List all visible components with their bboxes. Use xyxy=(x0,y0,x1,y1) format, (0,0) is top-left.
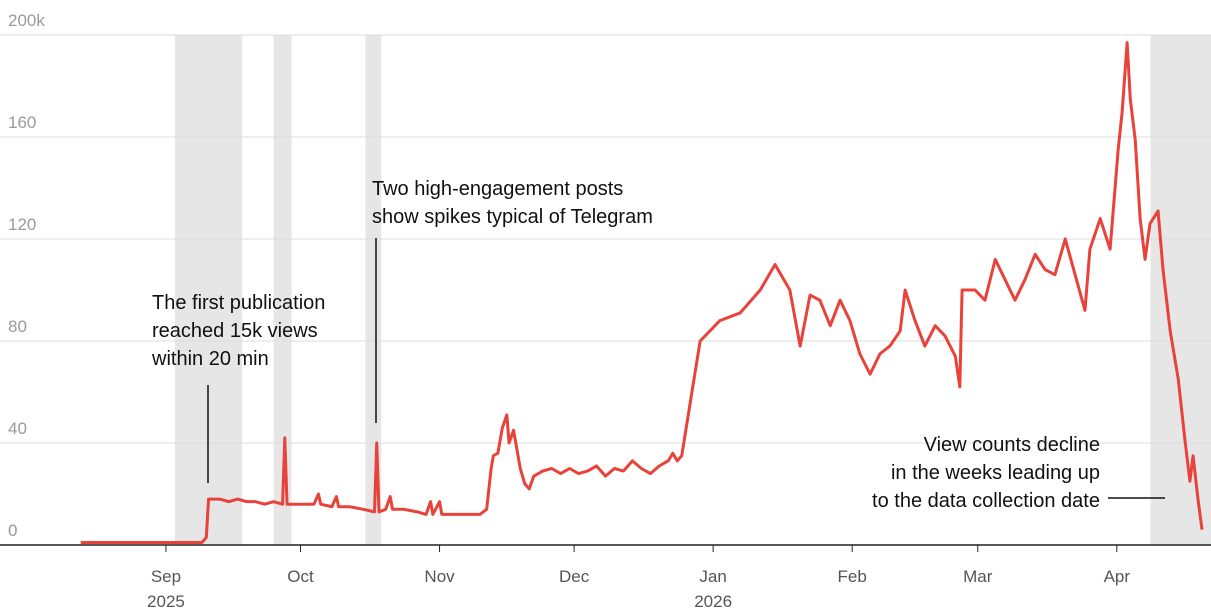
shaded-range xyxy=(1150,35,1211,545)
annotation-text: Two high-engagement posts xyxy=(372,178,623,200)
annotation-text: View counts decline xyxy=(924,434,1100,456)
x-tick-label: Oct xyxy=(287,567,314,586)
x-tick-label: Nov xyxy=(424,567,455,586)
x-tick-label: Apr xyxy=(1104,567,1131,586)
y-tick-label: 40 xyxy=(8,419,27,438)
y-tick-label: 200k xyxy=(8,11,45,30)
year-label: 2025 xyxy=(147,592,185,610)
x-tick-label: Mar xyxy=(963,567,993,586)
x-tick-label: Dec xyxy=(559,567,590,586)
annotation-text: to the data collection date xyxy=(872,490,1100,512)
annotation-text: show spikes typical of Telegram xyxy=(372,206,653,228)
data-line xyxy=(80,41,1204,544)
annotation: The first publication reached 15k views wi… xyxy=(151,292,325,483)
x-tick-label: Sep xyxy=(151,567,181,586)
annotation-text: The first publication xyxy=(152,292,325,314)
annotation-text: within 20 min xyxy=(151,348,269,370)
y-tick-label: 0 xyxy=(8,521,17,540)
shaded-range xyxy=(365,35,382,545)
y-tick-label: 160 xyxy=(8,113,36,132)
annotation: Two high-engagement posts show spikes typ… xyxy=(372,178,653,423)
year-label: 2026 xyxy=(694,592,732,610)
x-tick-label: Feb xyxy=(838,567,867,586)
y-tick-label: 120 xyxy=(8,215,36,234)
y-tick-label: 80 xyxy=(8,317,27,336)
shaded-range xyxy=(273,35,292,545)
x-tick-label: Jan xyxy=(699,567,726,586)
annotation-text: in the weeks leading up xyxy=(891,462,1100,484)
annotation: View counts decline in the weeks leading … xyxy=(872,434,1165,512)
annotation-text: reached 15k views xyxy=(152,320,318,342)
